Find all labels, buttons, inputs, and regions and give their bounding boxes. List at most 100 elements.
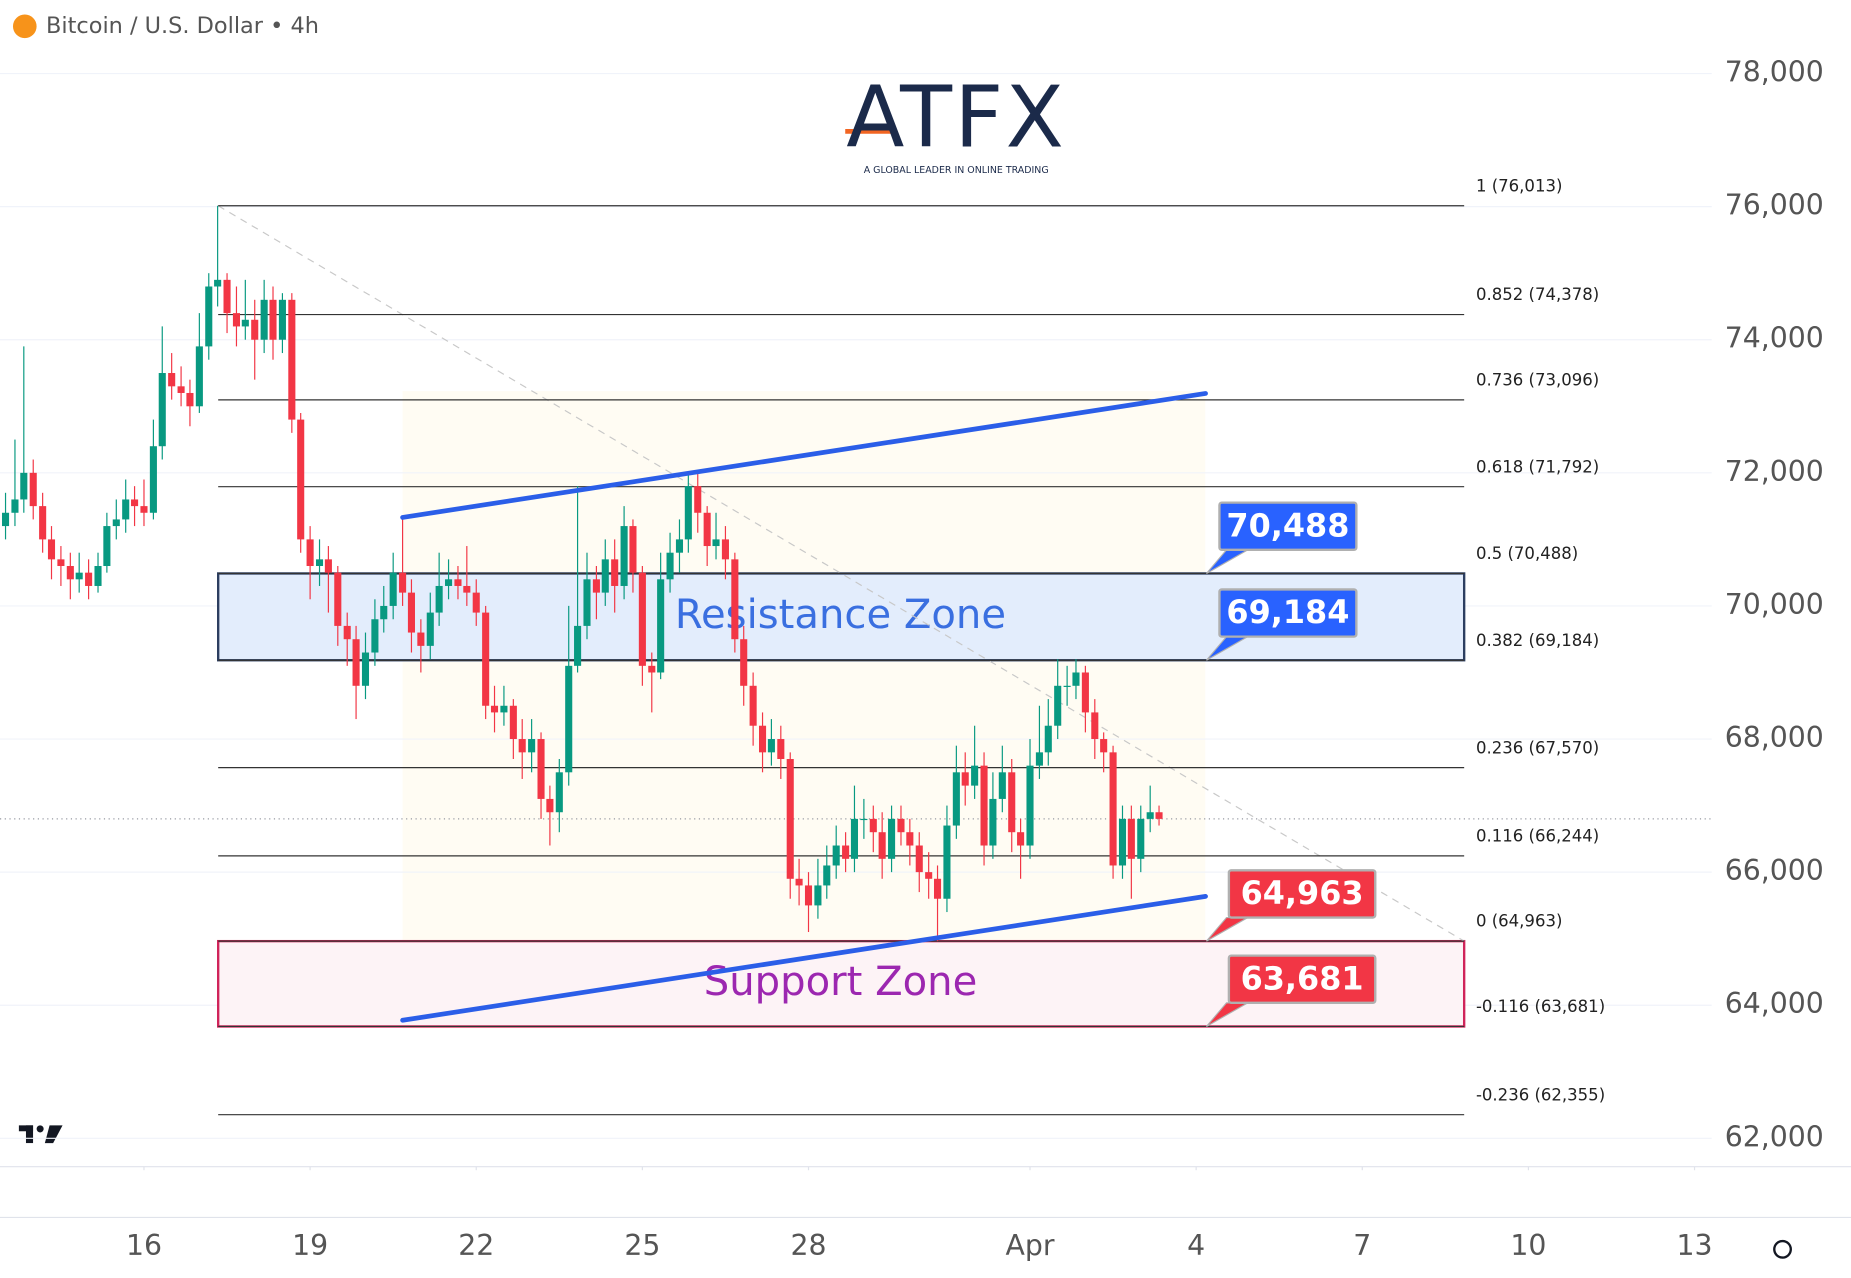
- candle-body: [177, 386, 185, 393]
- candle-body: [869, 818, 877, 833]
- x-tick-label: 10: [1510, 1229, 1546, 1262]
- callout-label: 63,681: [1241, 959, 1364, 997]
- candle-body: [57, 559, 65, 567]
- candle-body: [684, 486, 692, 540]
- candle-body: [1054, 685, 1062, 726]
- callout-label: 64,963: [1241, 874, 1364, 912]
- candle-body: [186, 392, 194, 407]
- candle-body: [758, 725, 767, 753]
- candle-body: [740, 639, 748, 686]
- candle-body: [823, 865, 831, 886]
- candle-body: [620, 526, 628, 586]
- candle-body: [1100, 739, 1108, 753]
- candle-body: [1017, 832, 1025, 846]
- candle-body: [417, 632, 425, 646]
- tv-logo-part: [36, 1125, 44, 1133]
- candle-body: [380, 605, 388, 620]
- candle-body: [1035, 752, 1043, 766]
- candle-body: [11, 499, 19, 513]
- y-tick-label: 62,000: [1725, 1120, 1824, 1153]
- candle-body: [334, 572, 342, 626]
- y-tick-label: 68,000: [1725, 721, 1824, 754]
- y-tick-label: 70,000: [1725, 588, 1824, 621]
- candle-body: [648, 665, 656, 673]
- candle-body: [269, 299, 277, 340]
- candle-body: [906, 832, 914, 846]
- candle-body: [832, 845, 840, 866]
- candle-body: [694, 486, 702, 513]
- candle-body: [445, 579, 453, 586]
- candle-body: [463, 585, 471, 593]
- candle-body: [112, 519, 120, 527]
- candle-body: [205, 286, 213, 347]
- trend-line: [400, 391, 1208, 520]
- y-tick-label: 78,000: [1725, 56, 1824, 89]
- candle-body: [85, 572, 93, 586]
- candle-body: [343, 625, 351, 640]
- candle-body: [537, 739, 545, 799]
- x-tick-label: 4: [1187, 1229, 1205, 1262]
- candle-body: [592, 579, 600, 593]
- candle-body: [804, 885, 813, 906]
- candle-body: [980, 765, 988, 846]
- zone-label: Resistance Zone: [675, 592, 1006, 638]
- logo-title: ATFX: [846, 69, 1066, 168]
- candle-body: [777, 739, 785, 759]
- candle-body: [657, 579, 665, 673]
- candle-body: [1044, 725, 1052, 753]
- candle-body: [878, 832, 886, 859]
- fib-label: -0.116 (63,681): [1476, 997, 1605, 1016]
- candle-body: [888, 818, 896, 859]
- candles: [1, 205, 1163, 942]
- coin-icon: [12, 14, 37, 39]
- candle-body: [767, 739, 775, 753]
- candle-body: [232, 313, 241, 327]
- candle-body: [66, 566, 74, 580]
- candle-body: [500, 705, 508, 713]
- candle-body: [75, 572, 83, 580]
- callout-box: [1227, 954, 1377, 1005]
- x-tick-label: 22: [458, 1229, 494, 1262]
- candle-body: [361, 652, 370, 686]
- fib-label: 0 (64,963): [1476, 912, 1562, 931]
- candle-body: [574, 625, 582, 666]
- candle-body: [251, 319, 259, 340]
- candle-body: [1118, 818, 1127, 866]
- candle-body: [214, 279, 222, 287]
- candle-body: [407, 592, 415, 633]
- fib-label: 0.618 (71,792): [1476, 457, 1599, 476]
- candle-body: [933, 878, 942, 899]
- candle-body: [426, 612, 434, 646]
- candle-body: [1081, 672, 1089, 713]
- y-tick-label: 76,000: [1725, 189, 1824, 222]
- candle-body: [666, 552, 674, 580]
- candle-body: [1146, 812, 1154, 819]
- tv-logo-part: [18, 1125, 34, 1132]
- y-tick-label: 74,000: [1725, 322, 1824, 355]
- x-tick-label: 25: [624, 1229, 660, 1262]
- x-tick-label: 7: [1353, 1229, 1371, 1262]
- candle-body: [915, 845, 923, 873]
- candle-body: [546, 798, 554, 813]
- fib-label: 1 (76,013): [1476, 176, 1562, 195]
- tv-logo-part: [25, 1125, 34, 1144]
- candle-body: [897, 818, 905, 833]
- candle-body: [989, 798, 997, 846]
- candle-body: [94, 566, 102, 586]
- candle-body: [998, 772, 1006, 799]
- fib-label: 0.116 (66,244): [1476, 827, 1599, 846]
- callout-box: [1227, 869, 1377, 919]
- settings-icon[interactable]: [1773, 1239, 1792, 1259]
- candle-body: [149, 446, 157, 513]
- candle-body: [629, 526, 637, 573]
- candle-body: [315, 559, 324, 567]
- candle-body: [786, 758, 794, 879]
- callout-label: 69,184: [1226, 593, 1349, 631]
- candle-body: [842, 845, 850, 859]
- candle-body: [1155, 812, 1163, 819]
- x-tick-label: 19: [292, 1229, 328, 1262]
- candle-body: [140, 506, 148, 513]
- candle-body: [1091, 712, 1099, 740]
